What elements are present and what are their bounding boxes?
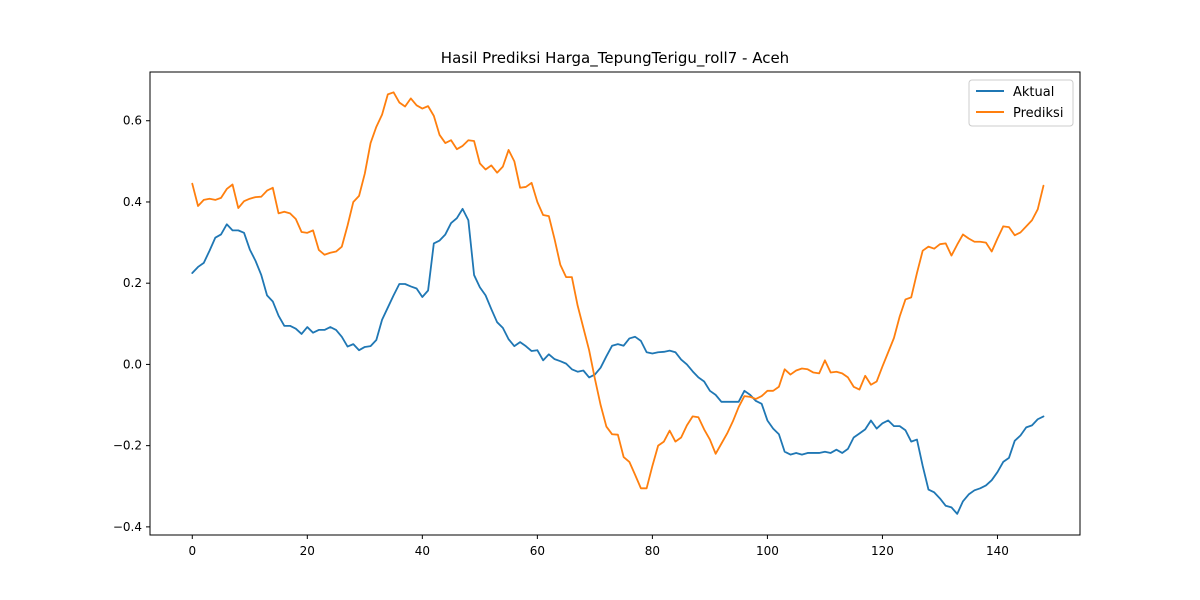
y-axis: −0.4 −0.2 0.0 0.2 0.4 0.6 — [113, 114, 150, 534]
y-tick-label: 0.6 — [123, 114, 142, 128]
y-tick-label: 0.2 — [123, 276, 142, 290]
x-tick-label: 140 — [986, 544, 1009, 558]
x-tick-label: 0 — [188, 544, 196, 558]
x-axis: 0 20 40 60 80 100 120 140 — [188, 535, 1009, 558]
x-tick-label: 100 — [756, 544, 779, 558]
x-tick-label: 20 — [300, 544, 315, 558]
legend: Aktual Prediksi — [968, 79, 1074, 127]
legend-label-prediksi: Prediksi — [1013, 106, 1063, 121]
y-tick-label: 0.4 — [123, 195, 142, 209]
y-tick-label: −0.2 — [113, 439, 142, 453]
x-tick-label: 60 — [530, 544, 545, 558]
y-tick-label: 0.0 — [123, 357, 142, 371]
plot-series — [191, 91, 1045, 515]
x-tick-label: 120 — [871, 544, 894, 558]
plot-area-frame — [149, 71, 1081, 536]
x-tick-label: 80 — [645, 544, 660, 558]
y-tick-label: −0.4 — [113, 520, 142, 534]
series-line-prediksi — [191, 91, 1045, 490]
x-tick-label: 40 — [415, 544, 430, 558]
chart-title: Hasil Prediksi Harga_TepungTerigu_roll7 … — [441, 49, 789, 68]
legend-label-aktual: Aktual — [1013, 85, 1054, 100]
series-line-aktual — [191, 207, 1045, 515]
